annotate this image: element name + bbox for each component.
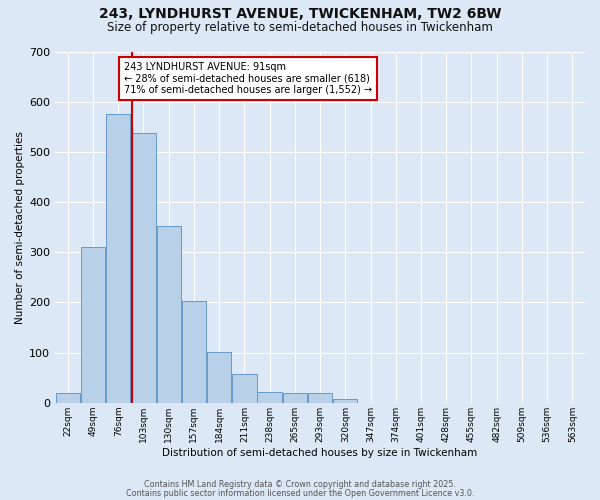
X-axis label: Distribution of semi-detached houses by size in Twickenham: Distribution of semi-detached houses by …: [163, 448, 478, 458]
Bar: [283, 393, 307, 403]
Bar: [81, 247, 105, 403]
Text: 243, LYNDHURST AVENUE, TWICKENHAM, TW2 6BW: 243, LYNDHURST AVENUE, TWICKENHAM, TW2 6…: [99, 8, 501, 22]
Bar: [157, 226, 181, 403]
Bar: [257, 392, 282, 403]
Bar: [207, 352, 232, 403]
Bar: [333, 400, 358, 403]
Y-axis label: Number of semi-detached properties: Number of semi-detached properties: [15, 130, 25, 324]
Text: Contains HM Land Registry data © Crown copyright and database right 2025.: Contains HM Land Registry data © Crown c…: [144, 480, 456, 489]
Text: Size of property relative to semi-detached houses in Twickenham: Size of property relative to semi-detach…: [107, 21, 493, 34]
Bar: [182, 302, 206, 403]
Bar: [308, 393, 332, 403]
Text: Contains public sector information licensed under the Open Government Licence v3: Contains public sector information licen…: [126, 489, 474, 498]
Bar: [131, 134, 155, 403]
Bar: [106, 114, 130, 403]
Bar: [232, 374, 257, 403]
Bar: [56, 393, 80, 403]
Text: 243 LYNDHURST AVENUE: 91sqm
← 28% of semi-detached houses are smaller (618)
71% : 243 LYNDHURST AVENUE: 91sqm ← 28% of sem…: [124, 62, 372, 95]
